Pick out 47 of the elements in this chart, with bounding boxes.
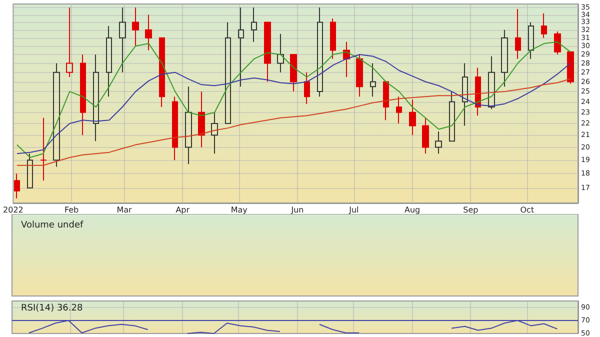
candlestick (40, 117, 47, 182)
x-tick-label: Jul (348, 206, 359, 214)
candlestick (330, 18, 336, 60)
candlestick (554, 30, 561, 55)
candlestick (277, 33, 284, 73)
candlestick (159, 37, 165, 108)
x-tick-label: Apr (176, 206, 190, 214)
candlestick (106, 26, 112, 98)
chart-title: RSI(14) 36.28 (21, 304, 83, 314)
x-tick-label: Aug (404, 206, 420, 214)
x-tick-label: Sep (463, 206, 478, 214)
line-series (16, 78, 571, 166)
candlestick (501, 29, 508, 88)
candlestick (396, 96, 402, 124)
candlestick (290, 54, 297, 92)
candlestick (264, 22, 271, 82)
candlestick (211, 112, 218, 154)
candlestick (435, 131, 442, 154)
candlestick (251, 7, 257, 42)
x-tick-label: Jun (290, 206, 304, 214)
candlestick (370, 62, 376, 98)
candlestick (119, 7, 126, 73)
candlestick (185, 86, 192, 165)
candlestick (488, 56, 495, 110)
candlestick (93, 54, 99, 142)
x-tick-label: May (230, 206, 248, 214)
x-tick-label: Mar (116, 206, 133, 214)
candlestick (225, 22, 231, 124)
candlestick (53, 62, 60, 168)
x-tick-label: Feb (64, 206, 79, 214)
candlestick (567, 51, 574, 84)
candlestick (304, 72, 310, 104)
candlestick (515, 8, 521, 60)
candlestick (172, 96, 178, 161)
candlestick (528, 22, 534, 60)
candlestick (449, 91, 455, 142)
candlestick (66, 7, 73, 78)
candlestick (541, 12, 547, 38)
x-tick-label: Oct (520, 206, 534, 214)
candlestick (462, 62, 468, 126)
x-tick-label: 2022 (3, 206, 24, 214)
candlestick (14, 173, 20, 199)
text: Volume undef (21, 220, 84, 230)
candlestick (383, 81, 389, 121)
candlestick (27, 153, 33, 188)
candlestick (80, 54, 86, 136)
candlestick (317, 7, 323, 98)
